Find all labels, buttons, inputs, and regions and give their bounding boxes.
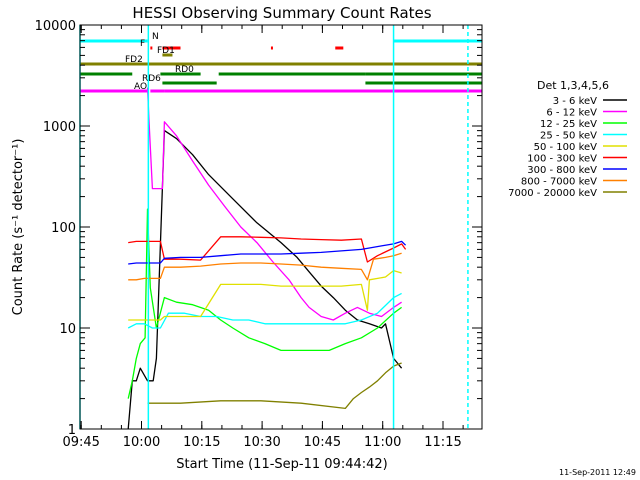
x-tick-label: 10:30 [243,435,280,450]
legend-entry-label: 50 - 100 keV [534,142,598,153]
series-line-1 [146,87,402,321]
flag-bar-label: F [140,39,145,49]
legend-entry-label: 800 - 7000 keV [521,177,597,188]
legend-entry-label: 12 - 25 keV [540,119,597,130]
legend-entry-label: 6 - 12 keV [546,108,597,119]
flag-bar-label: RD6 [142,74,161,84]
chart-title: HESSI Observing Summary Count Rates [132,4,431,22]
x-axis-label: Start Time (11-Sep-11 09:44:42) [176,457,387,472]
legend-title: Det 1,3,4,5,6 [537,79,609,92]
series-line-0 [127,129,403,430]
x-tick-label: 11:00 [364,435,401,450]
series-line-8 [147,362,402,410]
series-line-3 [127,292,402,329]
y-tick-label: 10 [59,322,76,337]
flag-bar-label: N [152,32,159,42]
y-tick-label: 10000 [35,19,76,34]
legend-entry-label: 25 - 50 keV [540,131,597,142]
legend-entry-label: 3 - 6 keV [553,96,597,107]
series-line-7 [128,252,402,281]
y-tick-label: 1 [68,423,76,438]
flag-bar-label: AO [134,82,147,92]
flag-bar-label: RD0 [175,65,194,75]
footer-timestamp: 11-Sep-2011 12:49 [559,468,636,477]
x-tick-label: 10:00 [123,435,160,450]
flag-bar-label: FD2 [125,55,143,65]
x-tick-label: 10:45 [304,435,341,450]
x-tick-label: 11:15 [424,435,461,450]
legend-entry-label: 300 - 800 keV [527,165,597,176]
x-tick-label: 09:45 [62,435,99,450]
legend-entry-label: 100 - 300 keV [527,154,597,165]
series-lines [127,87,407,430]
x-axis: 09:45 10:00 10:15 10:30 10:45 11:00 11:15 [62,25,464,450]
series-line-5 [128,236,407,263]
series-line-6 [128,240,407,265]
series-line-4 [128,269,402,321]
x-tick-label: 10:15 [183,435,220,450]
y-tick-label: 100 [51,221,76,236]
y-axis-label: Count Rate (s⁻¹ detector⁻¹) [11,139,26,316]
flag-bar-label: FD1 [157,46,175,56]
y-axis: 1 10 100 1000 10000 [35,19,482,438]
y-tick-label: 1000 [43,120,76,135]
series-line-2 [127,208,402,399]
legend-entry-label: 7000 - 20000 keV [508,188,597,199]
